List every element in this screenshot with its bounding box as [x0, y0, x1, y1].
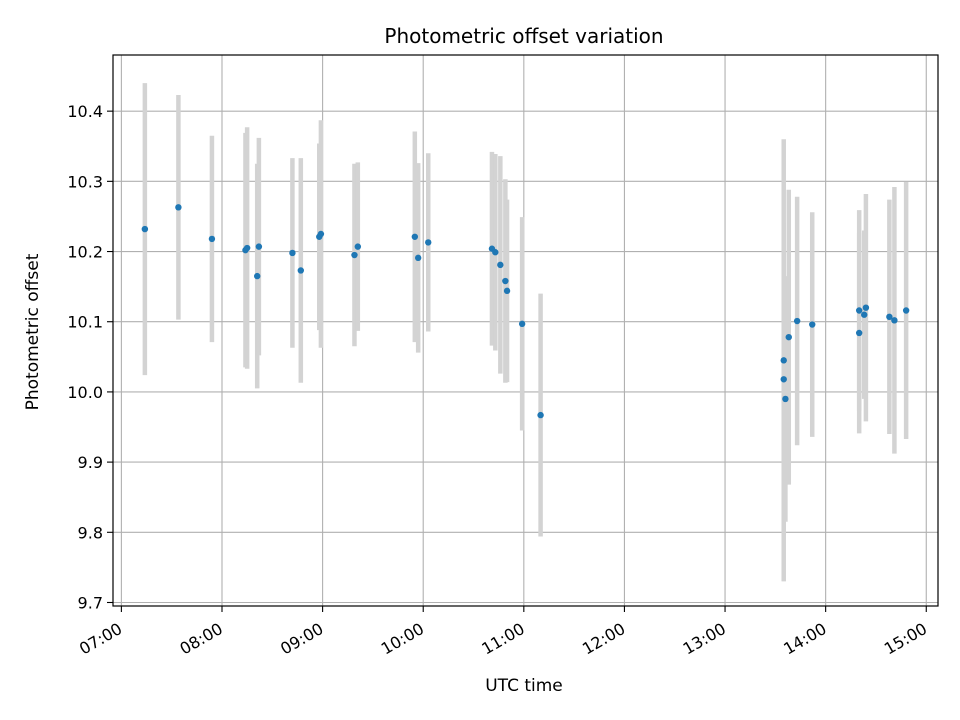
data-point: [414, 254, 422, 262]
y-tick-label: 9.7: [78, 593, 103, 612]
data-point: [425, 239, 432, 246]
data-point: [537, 411, 544, 419]
y-tick-label: 9.9: [78, 453, 103, 472]
y-tick-label: 10.4: [67, 102, 103, 121]
data-point: [780, 376, 787, 383]
data-point: [861, 311, 868, 318]
y-axis-label: Photometric offset: [23, 253, 43, 410]
data-point: [502, 277, 509, 285]
y-tick-label: 9.8: [78, 523, 103, 542]
plot-area: [113, 55, 938, 606]
y-tick-label: 10.0: [67, 383, 103, 402]
data-point: [175, 204, 182, 211]
data-point: [891, 317, 898, 324]
x-axis-label: UTC time: [485, 676, 563, 696]
data-point: [254, 272, 261, 280]
data-point: [208, 235, 216, 243]
data-point: [411, 233, 419, 240]
data-point: [243, 244, 251, 252]
y-tick-label: 10.1: [67, 313, 103, 332]
grid: [113, 55, 938, 606]
data-point: [492, 249, 499, 256]
data-point: [785, 333, 792, 341]
data-point: [297, 267, 305, 274]
data-point: [351, 251, 358, 259]
data-point: [902, 307, 910, 314]
data-point: [782, 395, 789, 403]
data-point: [289, 249, 296, 257]
data-point: [518, 320, 526, 328]
data-point: [141, 225, 149, 233]
data-point: [862, 304, 870, 311]
data-point: [317, 230, 325, 238]
data-point: [886, 313, 893, 321]
data-point: [793, 317, 801, 325]
chart-title: Photometric offset variation: [384, 24, 663, 48]
data-point: [780, 357, 787, 364]
data-points: [141, 204, 910, 419]
y-axis-ticks: 9.7 9.8 9.9 10.0 10.1 10.2 10.3 10.4: [67, 102, 113, 612]
data-point: [503, 287, 511, 295]
data-point: [809, 321, 816, 328]
data-point: [855, 329, 863, 337]
plot-frame: [112, 54, 939, 607]
data-point: [497, 261, 504, 269]
data-point: [354, 243, 362, 250]
data-point: [255, 243, 263, 250]
y-tick-label: 10.2: [67, 243, 103, 262]
y-tick-label: 10.3: [67, 172, 103, 191]
data-point: [855, 307, 863, 314]
